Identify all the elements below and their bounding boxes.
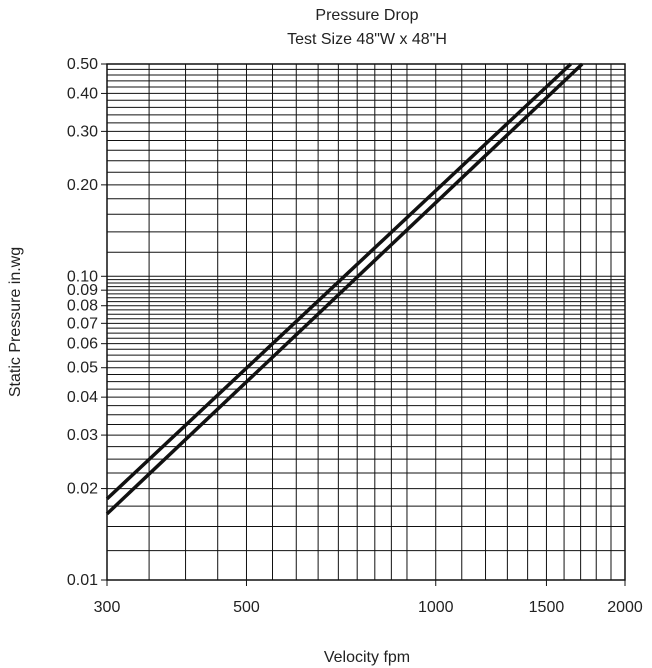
x-tick-labels: 300 500 1000 1500 2000 [94,580,643,616]
x-tick-label: 2000 [607,599,643,616]
y-tick-label: 0.01 [67,572,98,589]
x-tick-label: 1500 [529,599,565,616]
y-tick-label: 0.09 [67,282,98,299]
plot-border [106,63,626,581]
y-tick-label: 0.10 [67,268,98,285]
x-tick-label: 300 [94,599,121,616]
y-tick-label: 0.07 [67,315,98,332]
y-tick-label: 0.02 [67,481,98,498]
series-line-2 [105,62,584,516]
y-tick-label: 0.30 [67,123,98,140]
y-tick-label: 0.20 [67,177,98,194]
x-tick-label: 500 [233,599,260,616]
y-tick-label: 0.40 [67,85,98,102]
y-tick-label: 0.04 [67,389,98,406]
series-line-1 [105,62,572,501]
y-tick-label: 0.03 [67,427,98,444]
x-axis-label: Velocity fpm [324,649,410,666]
series-lines [105,62,584,516]
y-tick-label: 0.05 [67,360,98,377]
chart-subtitle: Test Size 48"W x 48"H [287,31,447,48]
chart-title: Pressure Drop [315,7,418,24]
y-tick-label: 0.50 [67,56,98,73]
x-tick-label: 1000 [418,599,454,616]
grid [106,63,626,581]
y-tick-label: 0.08 [67,298,98,315]
y-tick-label: 0.06 [67,336,98,353]
y-axis-label: Static Pressure in.wg [7,247,24,397]
y-tick-labels: 0.01 0.02 0.03 0.04 0.05 0.06 0.070.080.090.10… [67,56,107,589]
